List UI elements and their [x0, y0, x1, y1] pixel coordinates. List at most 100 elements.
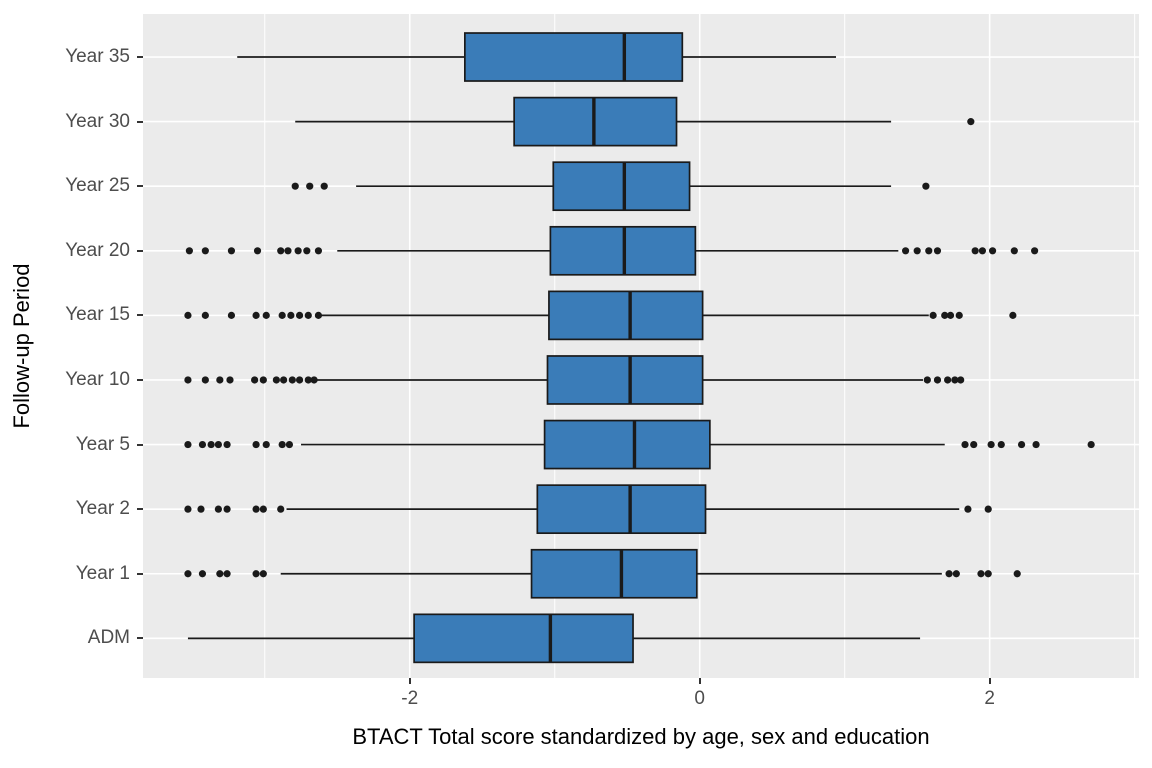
y-axis-label-year-20: Year 20 [65, 239, 130, 261]
x-axis-tick-mark [698, 678, 701, 684]
outlier-point [216, 376, 224, 384]
outlier-point [925, 247, 933, 255]
outlier-point [1032, 440, 1040, 449]
outlier-point [223, 440, 231, 449]
plot-panel [143, 14, 1139, 678]
outlier-point [304, 376, 312, 384]
outlier-point [198, 440, 207, 449]
outlier-point [259, 570, 267, 578]
outlier-point [184, 376, 192, 384]
outlier-point [253, 247, 262, 255]
outlier-point [184, 311, 192, 319]
outlier-point [951, 376, 959, 384]
outlier-point [278, 440, 286, 449]
outlier-point [184, 505, 192, 513]
outlier-point [922, 182, 930, 190]
outlier-point [207, 440, 215, 449]
outlier-point [226, 376, 234, 384]
outlier-point [320, 182, 328, 190]
outlier-point [216, 570, 224, 578]
outlier-point [184, 440, 192, 449]
outlier-point [295, 311, 304, 319]
box [546, 355, 704, 405]
outlier-point [961, 440, 969, 449]
outlier-point [252, 311, 260, 319]
y-axis-tick-mark [137, 508, 143, 511]
y-axis-tick-mark [137, 637, 143, 640]
y-axis-tick-mark [137, 443, 143, 446]
outlier-point [955, 311, 963, 319]
outlier-point [945, 570, 953, 578]
box [536, 484, 707, 535]
outlier-point [198, 570, 207, 578]
y-axis-tick-mark [137, 56, 143, 59]
outlier-point [1017, 440, 1026, 449]
outlier-point [901, 247, 910, 255]
outlier-point [272, 376, 280, 384]
outlier-point [977, 570, 985, 578]
y-axis-tick-mark [137, 120, 143, 123]
outlier-point [184, 570, 192, 578]
outlier-point [1010, 247, 1018, 255]
outlier-point [303, 247, 311, 255]
outlier-point [929, 311, 937, 319]
outlier-point [197, 505, 205, 513]
x-axis-label-2: 2 [984, 688, 995, 709]
y-axis-tick-mark [137, 572, 143, 575]
y-axis-label-year-35: Year 35 [65, 46, 130, 68]
outlier-point [252, 570, 260, 578]
y-axis-label-year-1: Year 1 [75, 562, 130, 584]
outlier-point [984, 570, 992, 578]
outlier-point [278, 311, 286, 319]
outlier-point [967, 118, 975, 126]
outlier-point [988, 247, 997, 255]
outlier-point [1013, 570, 1021, 578]
outlier-point [310, 376, 318, 384]
y-axis-tick-mark [137, 378, 143, 381]
outlier-point [1031, 247, 1039, 255]
outlier-point [214, 505, 222, 513]
outlier-point [185, 247, 193, 255]
outlier-point [1009, 311, 1017, 319]
outlier-point [304, 311, 312, 319]
box [413, 613, 634, 664]
y-axis-label-year-15: Year 15 [65, 304, 130, 326]
outlier-point [306, 182, 314, 190]
outlier-point [978, 247, 987, 255]
outlier-point [913, 247, 921, 255]
outlier-point [957, 376, 965, 384]
outlier-point [201, 311, 209, 319]
outlier-point [262, 311, 270, 319]
outlier-point [259, 376, 267, 384]
y-axis-label-year-2: Year 2 [75, 498, 130, 520]
outlier-point [251, 376, 259, 384]
outlier-point [971, 247, 979, 255]
outlier-point [287, 311, 295, 319]
y-axis-label-adm: ADM [87, 627, 130, 649]
x-axis-tick-mark [408, 678, 411, 684]
y-axis-tick-mark [137, 314, 143, 317]
outlier-point [259, 505, 267, 513]
outlier-point [284, 247, 292, 255]
box [530, 548, 698, 599]
outlier-point [277, 247, 285, 255]
outlier-point [252, 505, 260, 513]
outlier-point [223, 505, 231, 513]
y-axis-tick-mark [137, 249, 143, 252]
outlier-point [262, 440, 270, 449]
outlier-point [223, 570, 231, 578]
box [552, 161, 691, 212]
x-axis-label-0: 0 [694, 688, 705, 709]
y-axis-label-year-25: Year 25 [65, 175, 130, 197]
outlier-point [970, 440, 978, 449]
outlier-point [952, 570, 960, 578]
outlier-point [295, 376, 304, 384]
x-axis-tick-mark [988, 678, 991, 684]
outlier-point [987, 440, 995, 449]
x-axis-title: BTACT Total score standardized by age, s… [352, 724, 930, 749]
outlier-point [277, 505, 285, 513]
outlier-point [280, 376, 288, 384]
outlier-point [201, 247, 209, 255]
outlier-point [941, 311, 949, 319]
